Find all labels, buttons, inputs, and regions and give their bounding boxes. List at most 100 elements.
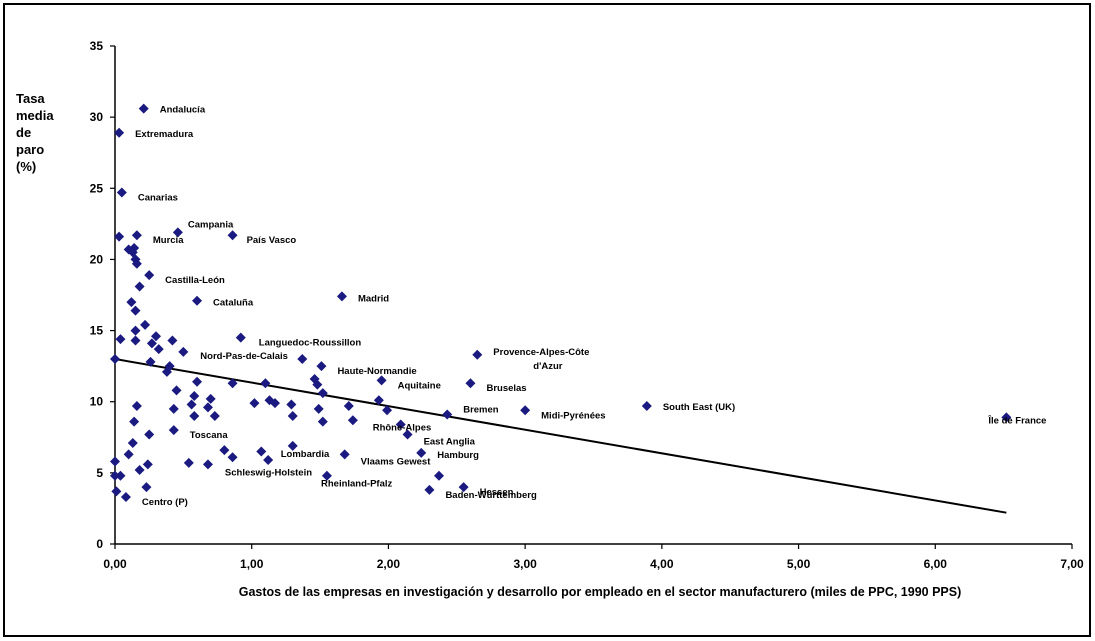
point-label-canarias: Canarias	[138, 193, 178, 204]
data-point-point	[183, 457, 194, 468]
point-label-aquitaine: Aquitaine	[398, 380, 441, 391]
y-axis-label-line: (%)	[16, 159, 37, 174]
point-labels: Andalucía Extremadura Canarias Campania País…	[135, 105, 1046, 508]
data-point-point	[134, 465, 145, 476]
trend-line	[114, 358, 1007, 514]
data-point-pa-s-vasco	[227, 230, 238, 241]
data-point-aquitaine	[376, 375, 387, 386]
data-point-bremen	[442, 409, 453, 420]
y-tick-label: 35	[90, 39, 104, 53]
data-point-point	[142, 459, 153, 470]
x-axis-label: Gastos de las empresas en investigación …	[238, 585, 962, 599]
data-point-point	[151, 331, 162, 342]
data-point-vlaams-gewest	[339, 449, 350, 460]
data-point-point	[343, 400, 354, 411]
data-point-midi-pyr-n-es	[520, 405, 531, 416]
data-point-lombardia	[287, 440, 298, 451]
point-label-toscana: Toscana	[190, 430, 229, 441]
x-tick-label: 4,00	[650, 557, 674, 571]
data-point-canarias	[116, 187, 127, 198]
y-axis-label-line: paro	[16, 142, 45, 157]
data-point-point	[202, 402, 213, 413]
x-tick-label: 3,00	[513, 557, 537, 571]
data-point-point	[115, 334, 126, 345]
data-point-point	[153, 344, 164, 355]
data-point-point	[140, 319, 151, 330]
point-label-andaluc-a: Andalucía	[160, 105, 206, 116]
point-label-nord-pas-de-calais: Nord-Pas-de-Calais	[200, 351, 288, 362]
data-point-point	[145, 356, 156, 367]
data-points	[110, 103, 1012, 503]
chart-frame	[3, 3, 1091, 637]
point-label-catalu-a: Cataluña	[213, 298, 254, 309]
data-point-point	[127, 247, 138, 258]
data-point-point	[141, 482, 152, 493]
data-point-point	[115, 470, 126, 481]
data-point-point	[131, 258, 142, 269]
x-tick-label: 5,00	[787, 557, 811, 571]
point-label-rh-ne-alpes: Rhône-Alpes	[373, 422, 432, 433]
y-axis-label-line: media	[16, 108, 54, 123]
data-point-point	[171, 385, 182, 396]
point-label-hamburg: Hamburg	[437, 450, 479, 461]
data-point-haute-normandie	[316, 361, 327, 372]
data-point-point	[110, 470, 120, 481]
y-tick-label: 10	[90, 395, 104, 409]
y-tick-label: 30	[90, 110, 104, 124]
data-point-point	[161, 366, 172, 377]
data-point-castilla-le-n	[144, 270, 155, 281]
y-axis-label: Tasa media de paro (%)	[16, 90, 76, 175]
point-label-centro-p: Centro (P)	[142, 497, 188, 508]
data-point-point	[256, 446, 267, 457]
data-point-point	[263, 455, 274, 466]
data-point-madrid	[336, 291, 347, 302]
data-point-point	[202, 459, 213, 470]
data-point-point	[227, 452, 238, 463]
point-label-rheinland-pfalz: Rheinland-Pfalz	[321, 479, 393, 490]
data-point-point	[313, 403, 324, 414]
y-tick-label: 25	[90, 181, 104, 195]
point-label-extremadura: Extremadura	[135, 129, 194, 140]
data-point-extremadura	[114, 127, 125, 138]
data-point-baden-w-rttemberg	[424, 484, 435, 495]
data-point-point	[131, 400, 142, 411]
data-point-centro-p	[120, 492, 131, 503]
data-point-hessen	[458, 482, 469, 493]
data-point-point	[127, 437, 138, 448]
data-point-point	[110, 456, 120, 467]
data-point-point	[227, 378, 238, 389]
data-point-languedoc-roussillon	[235, 332, 246, 343]
data-point-point	[260, 378, 271, 389]
data-point-point	[309, 373, 320, 384]
data-point-provence-alpes-c-te-d-azur	[472, 349, 483, 360]
point-label-bremen: Bremen	[463, 405, 499, 416]
point-label-pa-s-vasco: País Vasco	[247, 235, 297, 246]
data-point-point	[249, 398, 260, 409]
data-point-point	[130, 325, 141, 336]
data-point-point	[123, 449, 134, 460]
point-label-madrid: Madrid	[358, 293, 389, 304]
y-tick-label: 5	[96, 466, 103, 480]
point-label-south-east-uk: South East (UK)	[663, 402, 735, 413]
data-point-east-anglia	[402, 429, 413, 440]
data-point-point	[168, 403, 179, 414]
data-point-point	[178, 346, 189, 357]
y-tick-label: 20	[90, 252, 104, 266]
data-point-bruselas	[465, 378, 476, 389]
data-point-murcia	[131, 230, 142, 241]
data-point-hamburg	[416, 447, 427, 458]
point-label-schleswig-holstein: Schleswig-Holstein	[225, 468, 312, 479]
data-point-toscana	[168, 425, 179, 436]
data-point-point	[347, 415, 358, 426]
trendline	[114, 358, 1007, 514]
data-point-point	[129, 416, 140, 427]
data-point-point	[382, 405, 393, 416]
data-point-point	[269, 398, 280, 409]
data-point-point	[373, 395, 384, 406]
x-tick-label: 1,00	[240, 557, 264, 571]
data-point-point	[186, 399, 197, 410]
x-tick-label: 7,00	[1060, 557, 1084, 571]
point-label-lombardia: Lombardia	[281, 449, 330, 460]
y-tick-label: 0	[96, 537, 103, 551]
data-point-le-de-france	[1001, 412, 1012, 423]
